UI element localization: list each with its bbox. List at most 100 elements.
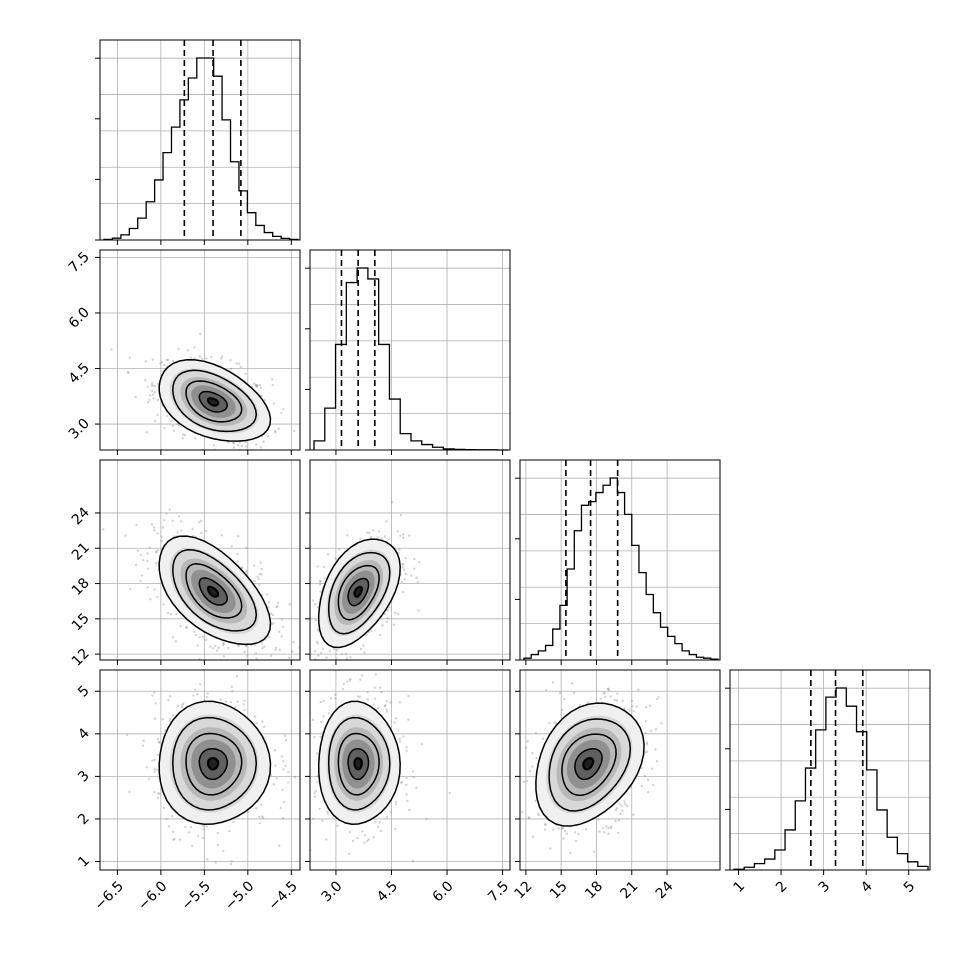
scatter-point [407,718,410,721]
scatter-point [548,721,551,725]
scatter-point [366,698,369,701]
scatter-point [146,586,149,589]
scatter-point [361,830,364,833]
scatter-point [525,779,529,783]
scatter-point [340,653,343,656]
scatter-point [136,549,140,552]
scatter-point [405,745,408,749]
scatter-point [156,548,160,552]
scatter-point [401,566,405,569]
scatter-point [147,401,150,404]
y-tick-label: 6.0 [66,304,93,331]
contour-line [582,757,595,771]
scatter-point [153,767,156,771]
scatter-panel-2-0 [95,459,301,665]
scatter-point [165,512,168,515]
scatter-point [522,780,525,783]
scatter-point [267,606,270,609]
scatter-point [607,687,610,691]
scatter-point [257,583,261,587]
contour-line [574,748,603,781]
scatter-point [146,559,149,563]
scatter-point [274,431,277,434]
scatter-point [399,534,402,537]
scatter-point [204,529,208,533]
scatter-point [194,633,197,637]
scatter-point [377,536,380,539]
scatter-point [275,777,279,780]
scatter-point [192,694,195,697]
scatter-point [367,838,370,841]
scatter-point [574,839,578,843]
scatter-point [291,463,293,465]
scatter-point [255,384,259,387]
contour-line [327,551,391,635]
scatter-point [139,553,143,557]
contour-line [206,757,220,771]
scatter-point [204,638,208,642]
x-tick-label: 1 [731,878,749,896]
scatter-point [169,612,173,616]
scatter-point [200,531,203,535]
scatter-point [293,597,295,599]
scatter-point [171,636,175,639]
scatter-point [162,363,165,367]
contour-line [185,732,243,796]
scatter-point [153,691,156,694]
scatter-point [543,822,547,826]
scatter-point [319,651,323,655]
scatter-point [305,626,307,628]
x-tick-label: −5.5 [179,878,214,913]
scatter-point [342,682,346,685]
scatter-point [153,391,156,394]
scatter-point [280,618,284,621]
scatter-point [537,814,540,817]
x-tick-label: −5.0 [222,878,257,913]
scatter-point [305,826,307,828]
scatter-point [644,751,647,754]
scatter-point [318,807,321,811]
scatter-point [235,675,239,678]
scatter-point [272,402,276,405]
scatter-point [313,736,316,739]
contour-line [185,380,243,423]
scatter-point [315,640,318,643]
scatter-point [154,702,157,705]
scatter-point [127,371,130,374]
scatter-point [625,804,629,808]
scatter-point [157,740,161,744]
scatter-point [413,557,416,561]
scatter-point [102,528,105,531]
scatter-point [155,550,158,553]
scatter-point [141,744,145,747]
contour-line [327,716,391,811]
contour-line [347,577,370,607]
scatter-point [160,360,164,364]
scatter-point [241,566,244,570]
scatter-point [254,384,258,387]
scatter-point [156,753,160,757]
scatter-point [196,693,199,696]
scatter-point [385,520,388,523]
scatter-panel-2-1 [293,459,511,665]
scatter-point [222,642,225,645]
scatter-point [124,534,127,537]
scatter-point [401,533,405,536]
panel-frame [729,669,931,871]
scatter-point [316,628,320,631]
scatter-point [272,622,275,625]
scatter-point [404,572,408,576]
scatter-point [349,677,352,681]
scatter-point [644,731,647,735]
scatter-point [314,619,317,622]
scatter-point [240,566,243,569]
scatter-point [171,814,174,818]
panel-frame [309,249,511,451]
scatter-point [195,475,197,477]
scatter-point [258,383,261,387]
scatter-point [219,698,222,701]
scatter-point [392,623,396,626]
scatter-point [394,803,398,806]
scatter-point [368,531,371,535]
scatter-point [160,539,163,543]
